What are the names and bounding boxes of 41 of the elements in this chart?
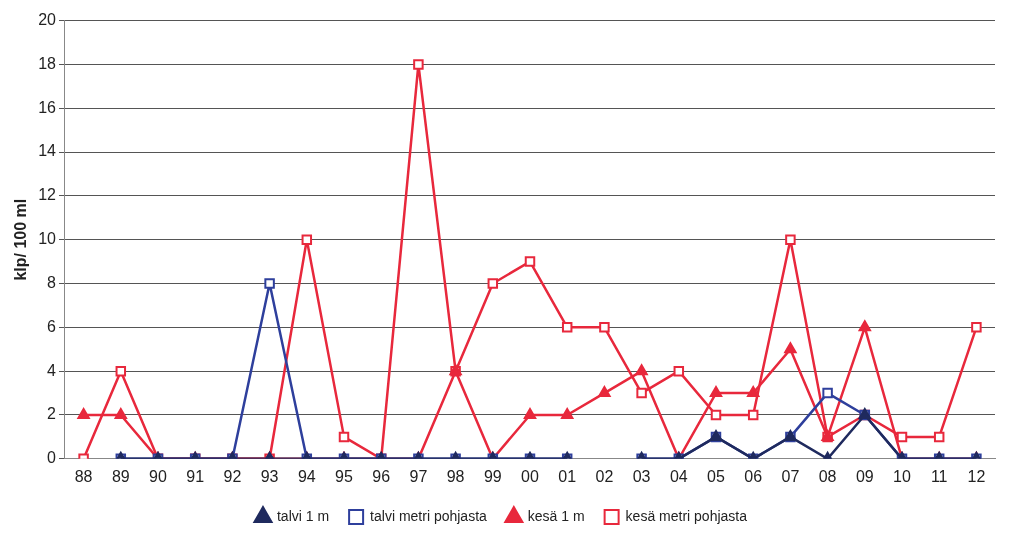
y-tick-label: 12: [38, 186, 57, 204]
legend-label: talvi metri pohjasta: [370, 507, 488, 524]
x-tick-label: 08: [818, 467, 837, 485]
x-tick-label: 09: [855, 467, 874, 485]
x-tick-label: 90: [149, 467, 167, 485]
y-tick-label: 10: [38, 230, 57, 248]
y-tick-label: 18: [38, 54, 57, 72]
y-tick-label: 16: [38, 98, 57, 116]
x-tick-label: 96: [372, 467, 391, 485]
x-tick-label: 06: [744, 467, 763, 485]
legend-label: kesä 1 m: [527, 507, 585, 524]
x-tick-label: 07: [781, 467, 800, 485]
x-tick-label: 11: [930, 467, 948, 485]
x-tick-label: 89: [111, 467, 130, 485]
x-tick-label: 03: [632, 467, 651, 485]
y-tick-label: 2: [47, 405, 57, 423]
x-tick-label: 97: [409, 467, 428, 485]
y-tick-label: 0: [47, 449, 57, 467]
x-tick-label: 12: [967, 467, 986, 485]
legend-label: kesä metri pohjasta: [625, 507, 748, 524]
x-tick-label: 04: [669, 467, 688, 485]
x-tick-label: 94: [297, 467, 316, 485]
y-tick-label: 4: [47, 361, 57, 379]
x-tick-label: 02: [595, 467, 614, 485]
x-tick-label: 99: [483, 467, 502, 485]
x-tick-label: 05: [707, 467, 725, 485]
x-tick-label: 91: [186, 467, 205, 485]
x-tick-label: 98: [446, 467, 465, 485]
y-tick-label: 8: [47, 273, 57, 291]
y-axis-title: klp/ 100 ml: [12, 198, 30, 281]
x-tick-label: 00: [521, 467, 539, 485]
x-tick-label: 93: [260, 467, 279, 485]
x-tick-label: 88: [74, 467, 93, 485]
y-tick-label: 20: [38, 11, 57, 29]
x-tick-label: 10: [893, 467, 911, 485]
y-tick-label: 6: [47, 317, 57, 335]
x-tick-label: 92: [223, 467, 242, 485]
legend-label: talvi 1 m: [276, 507, 330, 524]
y-tick-label: 14: [38, 142, 57, 160]
x-tick-label: 95: [335, 467, 353, 485]
x-tick-label: 01: [558, 467, 577, 485]
